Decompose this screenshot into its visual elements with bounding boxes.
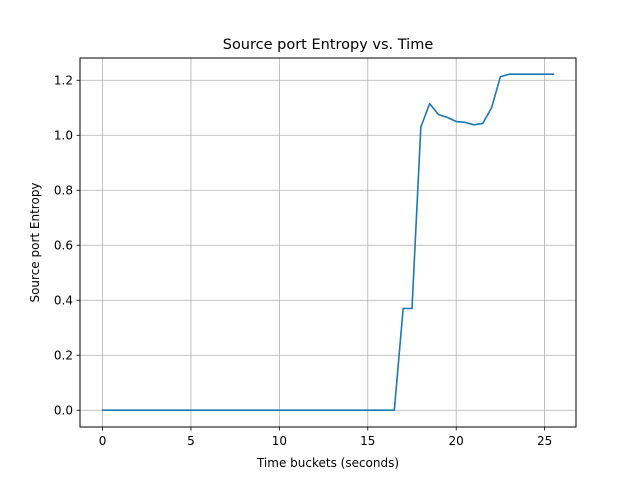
x-tick-label: 15 (360, 434, 375, 448)
y-tick-label: 0.4 (54, 294, 73, 308)
y-axis-label: Source port Entropy (28, 182, 42, 302)
series-line (101, 73, 555, 412)
y-tick-label: 0.0 (54, 404, 73, 418)
plot-lines (101, 73, 555, 412)
y-tick-label: 1.2 (54, 74, 73, 88)
x-tick-label: 0 (99, 434, 107, 448)
grid-lines (80, 58, 576, 427)
y-tick-label: 1.0 (54, 129, 73, 143)
axes-frame (79, 57, 577, 428)
axis-ticks: 0 5 10 15 20 25 0.0 0.2 0.4 0.6 0.8 1.0 1.2 (54, 74, 552, 448)
x-axis-label: Time buckets (seconds) (256, 456, 399, 470)
chart-title: Source port Entropy vs. Time (223, 37, 434, 53)
x-tick-label: 25 (537, 434, 552, 448)
y-tick-label: 0.8 (54, 184, 73, 198)
y-tick-label: 0.6 (54, 239, 73, 253)
y-tick-label: 0.2 (54, 349, 73, 363)
x-tick-label: 5 (187, 434, 195, 448)
x-tick-label: 10 (272, 434, 287, 448)
x-tick-label: 20 (449, 434, 464, 448)
